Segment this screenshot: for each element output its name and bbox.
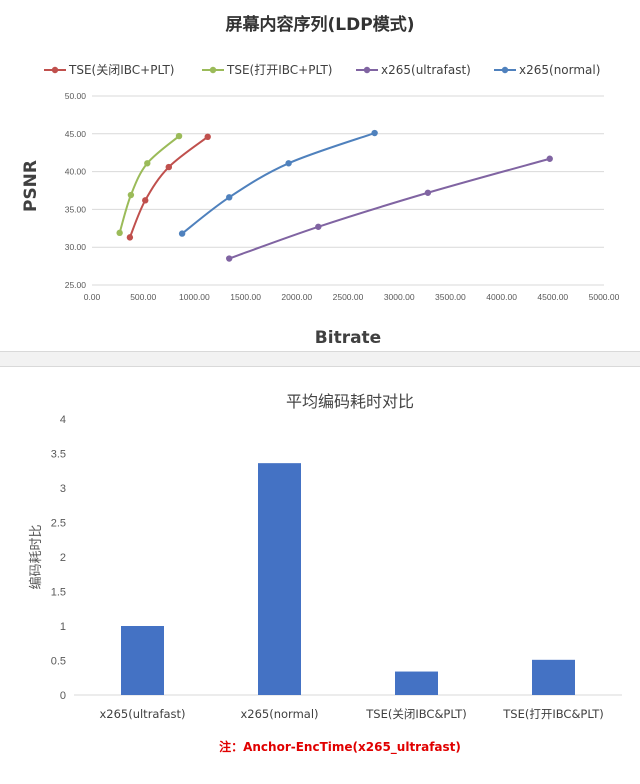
legend-swatch-marker [209,66,217,74]
psnr-chart-panel: 屏幕内容序列(LDP模式) TSE(关闭IBC+PLT) TSE(打开IBC+PL… [0,0,640,352]
legend-entry: x265(normal) [519,63,600,77]
enctime-category-label: x265(normal) [240,707,318,721]
psnr-x-tick-label: 3000.00 [384,292,415,302]
enctime-chart: 平均编码耗时对比 0 0.5 1 1.5 2 2.5 3 3.5 4 x265(ultrafas… [29,392,622,755]
legend-entry: x265(ultrafast) [381,63,471,77]
enctime-y-tick-label: 1.5 [51,587,66,599]
psnr-y-tick-label: 45.00 [65,129,87,139]
enctime-categories: x265(ultrafast) x265(normal) TSE(关闭IBC&PLT… [99,707,603,721]
psnr-data-point [204,133,211,141]
enctime-bar [395,671,438,695]
psnr-data-point [315,223,322,230]
enctime-y-tick-label: 2.5 [51,518,66,530]
psnr-x-tick-label: 4000.00 [486,292,517,302]
enctime-y-axis-title: 编码耗时比 [29,524,44,589]
psnr-y-axis-title: PSNR [21,160,41,212]
enctime-chart-panel: 平均编码耗时对比 0 0.5 1 1.5 2 2.5 3 3.5 4 x265(ultrafas… [0,366,640,783]
psnr-data-point [424,189,432,196]
psnr-series-line [118,135,180,234]
psnr-series-line [228,157,550,260]
psnr-x-tick-label: 500.00 [130,292,156,302]
psnr-x-tick-label: 0.00 [84,292,101,302]
psnr-y-tick-label: 30.00 [65,242,87,252]
enctime-bars [121,463,575,695]
psnr-data-point [175,132,183,140]
psnr-series-line [181,132,375,235]
psnr-data-point [285,160,292,167]
psnr-y-tick-label: 40.00 [65,167,87,177]
psnr-y-tick-label: 35.00 [65,204,87,214]
psnr-data-point [126,234,134,241]
enctime-y-tick-label: 2 [60,552,66,564]
psnr-legend: TSE(关闭IBC+PLT) TSE(打开IBC+PLT) x265(ultrafa… [44,63,600,77]
psnr-data-point [116,229,123,237]
psnr-y-tick-label: 25.00 [65,280,87,290]
psnr-gridlines [92,95,604,286]
psnr-x-tick-label: 1000.00 [179,292,210,302]
psnr-data-point [226,255,233,262]
enctime-y-tick-label: 1 [60,621,66,633]
legend-swatch-marker [501,66,509,74]
enctime-y-tick-label: 3.5 [51,449,66,461]
psnr-data-point [144,160,151,167]
enctime-y-tick-label: 4 [60,414,66,426]
psnr-x-tick-label: 2500.00 [333,292,364,302]
psnr-data-point [127,191,135,199]
enctime-bar [258,463,301,695]
enctime-y-ticks: 0 0.5 1 1.5 2 2.5 3 3.5 4 [51,414,66,702]
psnr-y-tick-label: 50.00 [65,91,87,101]
enctime-bar [532,659,575,695]
enctime-y-tick-label: 0.5 [51,656,66,668]
psnr-data-point [142,197,149,204]
enctime-chart-title: 平均编码耗时对比 [286,392,414,411]
enctime-y-tick-label: 0 [60,690,66,702]
anchor-note: 注：Anchor-EncTime(x265_ultrafast) [219,739,461,755]
psnr-x-ticks: 0.00 500.00 1000.00 1500.00 2000.00 2500.00 30… [84,292,620,302]
enctime-category-label: TSE(打开IBC&PLT) [502,707,603,721]
psnr-chart: 屏幕内容序列(LDP模式) TSE(关闭IBC+PLT) TSE(打开IBC+PL… [21,14,620,348]
psnr-x-tick-label: 2000.00 [281,292,312,302]
legend-swatch-marker [363,66,371,74]
enctime-category-label: TSE(关闭IBC&PLT) [365,707,466,721]
enctime-category-label: x265(ultrafast) [99,707,185,721]
enctime-y-tick-label: 3 [60,483,66,495]
legend-entry: TSE(打开IBC+PLT) [226,63,333,77]
psnr-data-point [226,194,233,201]
psnr-data-point [165,163,172,171]
psnr-chart-title: 屏幕内容序列(LDP模式) [226,14,415,35]
enctime-bar [121,626,164,695]
psnr-data-point [546,155,553,162]
psnr-series [116,129,553,262]
legend-swatch-marker [51,66,59,74]
legend-entry: TSE(关闭IBC+PLT) [68,63,175,77]
psnr-x-tick-label: 5000.00 [589,292,620,302]
psnr-x-tick-label: 1500.00 [230,292,261,302]
psnr-x-tick-label: 3500.00 [435,292,466,302]
psnr-x-axis-title: Bitrate [315,328,381,348]
psnr-series-line [128,136,209,238]
psnr-data-point [178,230,186,237]
psnr-x-tick-label: 4500.00 [537,292,568,302]
psnr-y-ticks: 25.00 30.00 35.00 40.00 45.00 50.00 [65,91,87,290]
psnr-data-point [371,129,378,137]
panel-separator [0,352,640,366]
